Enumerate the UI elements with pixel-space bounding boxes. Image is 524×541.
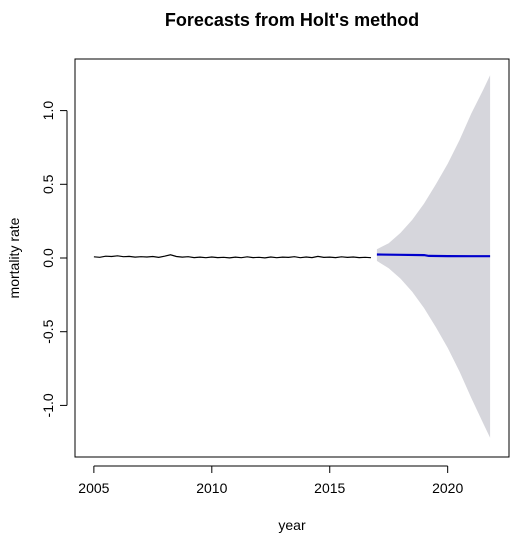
y-tick-label: 0.5 — [40, 174, 56, 194]
forecast-series-line — [376, 253, 491, 258]
x-axis-label: year — [278, 517, 306, 533]
y-axis: -1.0 -0.5 0.0 0.5 1.0 — [40, 101, 68, 417]
plot-frame — [74, 58, 510, 458]
x-tick-label: 2005 — [78, 480, 109, 496]
x-tick-label: 2020 — [432, 480, 463, 496]
y-tick-label: 0.0 — [40, 248, 56, 268]
y-tick-label: -1.0 — [40, 393, 56, 417]
x-tick-label: 2015 — [314, 480, 345, 496]
observed-series-line — [93, 254, 372, 259]
x-tick-label: 2010 — [196, 480, 227, 496]
y-axis-label: mortality rate — [6, 217, 22, 298]
y-tick-label: -0.5 — [40, 319, 56, 343]
chart-title: Forecasts from Holt's method — [165, 10, 419, 30]
plot-layer — [74, 58, 510, 458]
x-axis: 2005 2010 2015 2020 — [78, 465, 463, 496]
y-tick-label: 1.0 — [40, 101, 56, 121]
